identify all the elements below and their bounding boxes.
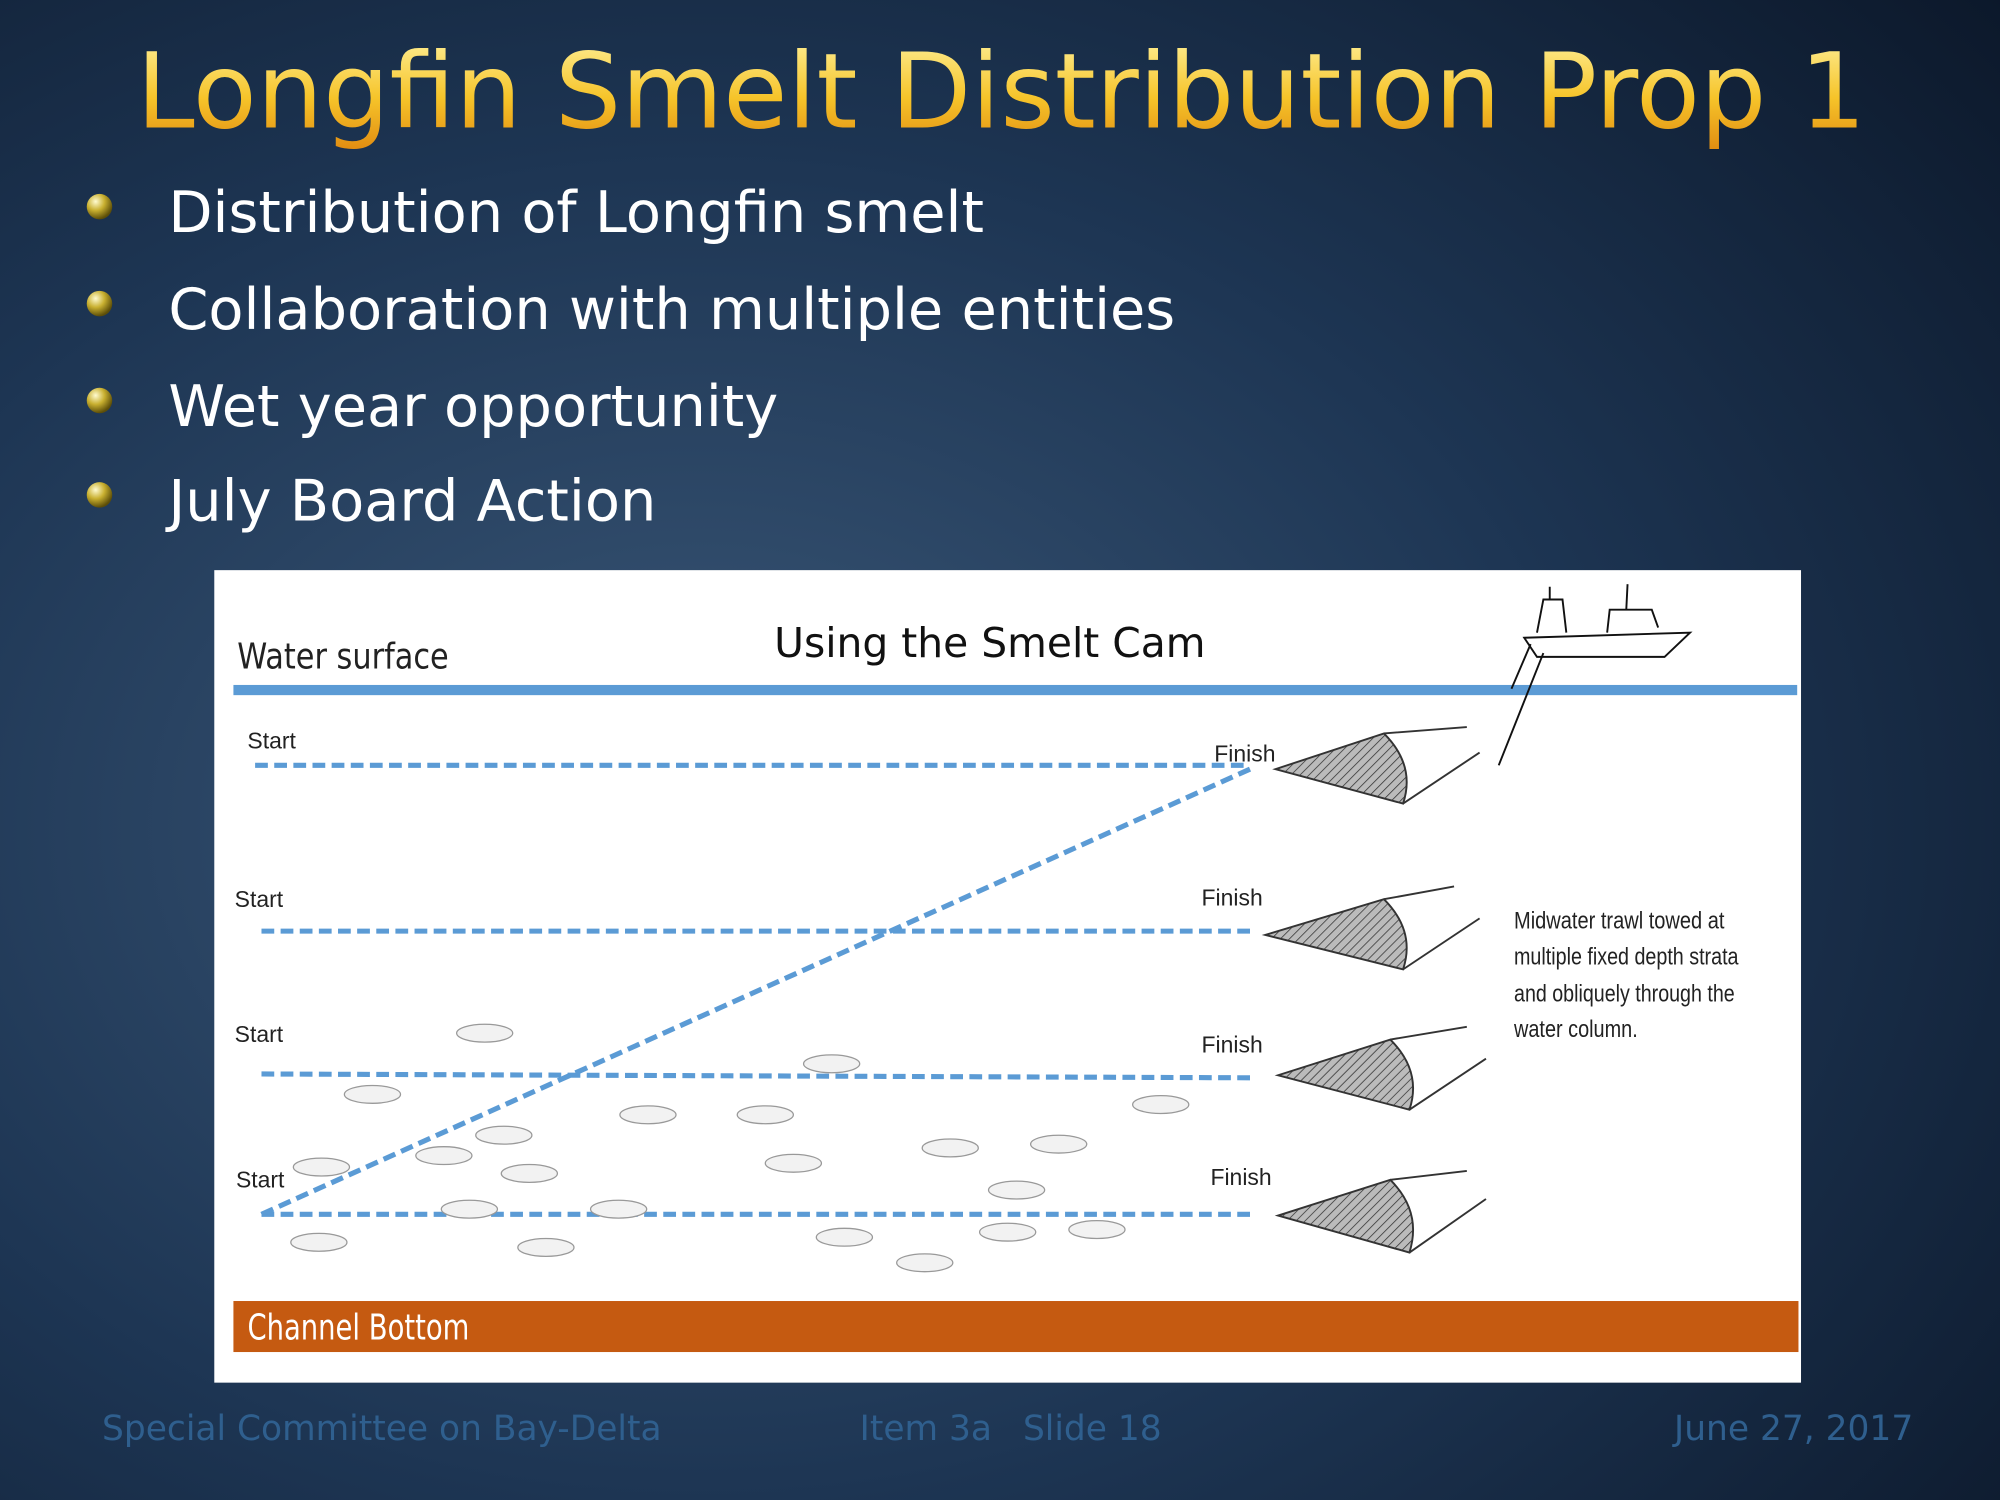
- caption-line: Midwater trawl towed at: [1514, 908, 1725, 935]
- footer-left: Special Committee on Bay-Delta: [102, 1409, 662, 1449]
- bottom-label: Channel Bottom: [247, 1307, 469, 1348]
- footer-date: June 27, 2017: [1672, 1409, 1913, 1449]
- water-surface: [233, 684, 1798, 696]
- ship: [1497, 584, 1693, 766]
- caption-line: water column.: [1513, 1016, 1638, 1043]
- finish-label: Finish: [1202, 1031, 1263, 1057]
- bullet: Distribution of Longfin smelt: [168, 179, 984, 246]
- bullet-dot: [86, 290, 113, 317]
- bullet-dot: [86, 387, 113, 414]
- footer-slide: Slide 18: [1023, 1409, 1162, 1449]
- footer-item: Item 3a: [860, 1409, 992, 1449]
- finish-label: Finish: [1214, 740, 1275, 766]
- caption-line: and obliquely through the: [1514, 980, 1735, 1007]
- bullet: July Board Action: [165, 467, 656, 534]
- caption-line: multiple fixed depth strata: [1514, 943, 1739, 970]
- start-label: Start: [236, 1166, 285, 1192]
- diagram-title: Using the Smelt Cam: [774, 619, 1205, 667]
- bullet-dot: [86, 193, 113, 220]
- bullet: Collaboration with multiple entities: [168, 276, 1175, 343]
- start-label: Start: [235, 886, 284, 912]
- surface-label: Water surface: [237, 635, 448, 677]
- channel-bottom: [233, 1301, 1799, 1353]
- slide-title: Longfin Smelt Distribution Prop 1: [136, 31, 1866, 153]
- tow-path: [261, 1071, 1251, 1081]
- oblique-tow-path: [260, 766, 1252, 1217]
- finish-label: Finish: [1210, 1164, 1271, 1190]
- bullet-dot: [86, 482, 113, 508]
- diagram: Using the Smelt Cam Water surface Start …: [214, 570, 1802, 1383]
- bullet: Wet year opportunity: [168, 373, 778, 440]
- bullet-list: Distribution of Longfin smelt Collaborat…: [86, 179, 1175, 534]
- finish-label: Finish: [1202, 885, 1263, 911]
- fish-school: [290, 1023, 1190, 1273]
- trawl-nets: [1261, 726, 1487, 1254]
- diagram-panel: [214, 570, 1802, 1383]
- start-label: Start: [247, 728, 296, 754]
- start-label: Start: [235, 1021, 284, 1047]
